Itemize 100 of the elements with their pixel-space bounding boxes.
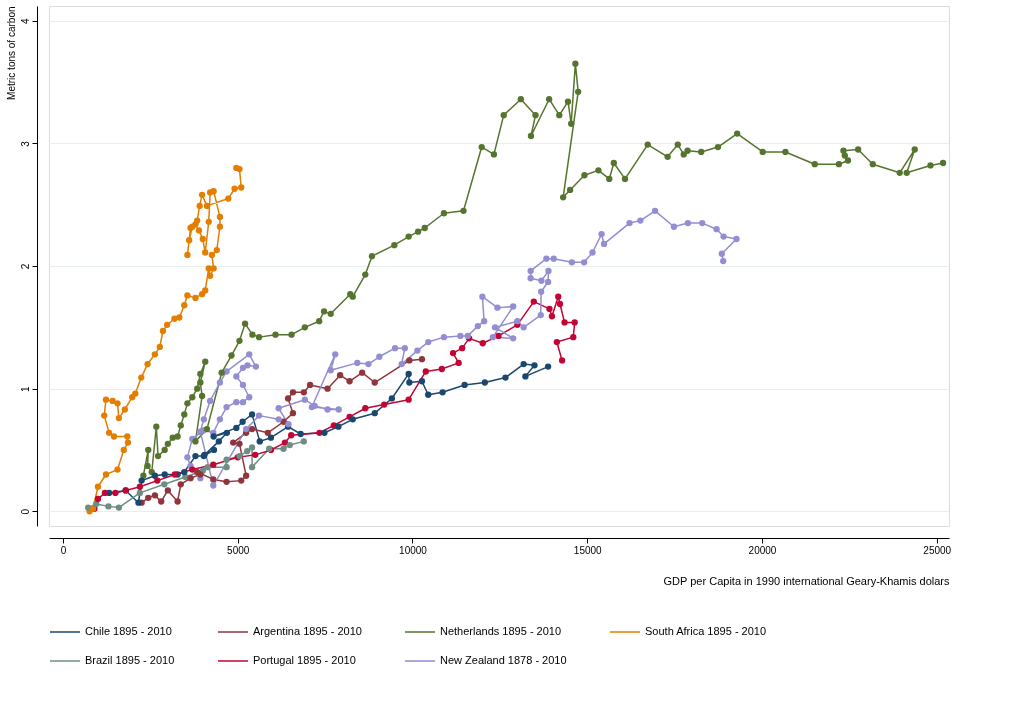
point [158, 498, 165, 505]
point [495, 332, 502, 340]
point [204, 463, 211, 471]
point [93, 500, 100, 508]
point [94, 495, 102, 503]
point [215, 438, 223, 445]
point [561, 319, 568, 326]
point [223, 478, 230, 485]
point [264, 429, 271, 436]
point [553, 338, 561, 346]
point [236, 440, 243, 447]
point [216, 223, 224, 230]
point [109, 397, 116, 405]
point [286, 441, 293, 449]
point [136, 489, 144, 497]
point [124, 433, 131, 440]
point [112, 489, 119, 497]
point [289, 389, 297, 396]
point [297, 430, 304, 438]
point [571, 319, 578, 326]
y-tick-label: 1 [19, 385, 31, 392]
point [210, 446, 218, 454]
point [105, 503, 112, 510]
point [132, 390, 139, 397]
point [233, 424, 240, 432]
point [306, 381, 314, 389]
point [371, 410, 378, 417]
point [151, 351, 159, 358]
point [195, 227, 203, 234]
point [199, 235, 206, 243]
point [138, 374, 145, 381]
point [156, 343, 163, 351]
point [94, 483, 102, 490]
point [418, 378, 426, 385]
point [181, 468, 188, 476]
point [531, 362, 538, 369]
point [210, 461, 217, 468]
point [124, 439, 132, 446]
point [101, 489, 109, 497]
point [223, 463, 230, 471]
point [289, 410, 297, 417]
legend-label: Portugal 1895 - 2010 [253, 654, 356, 666]
point [194, 217, 201, 224]
point [210, 476, 217, 483]
point [422, 368, 429, 375]
legend-label: Chile 1895 - 2010 [85, 625, 172, 637]
point [102, 471, 110, 478]
point [281, 439, 289, 446]
point [418, 356, 426, 363]
legend-label: New Zealand 1878 - 2010 [440, 654, 567, 666]
point [174, 498, 181, 505]
point [145, 494, 152, 501]
point [161, 481, 168, 488]
point [192, 294, 199, 302]
point [206, 272, 214, 279]
point [520, 360, 527, 368]
point [101, 412, 108, 419]
point [321, 429, 328, 436]
x-tick-label: 0 [60, 544, 67, 556]
point [115, 504, 123, 511]
point [110, 433, 118, 440]
point [449, 349, 457, 357]
y-tick-label: 0 [19, 508, 31, 515]
point [184, 251, 191, 259]
point [284, 395, 292, 402]
x-axis-title: GDP per Capita in 1990 international Geary-Khamis dolars [663, 574, 950, 587]
point [288, 432, 295, 439]
point [558, 357, 566, 364]
point [242, 472, 250, 479]
point [238, 184, 245, 191]
point [198, 191, 206, 199]
point [238, 477, 245, 484]
point [231, 185, 238, 192]
point [300, 438, 307, 445]
point [502, 374, 509, 381]
point [102, 396, 110, 403]
point [206, 189, 214, 196]
point [458, 345, 466, 352]
point [362, 405, 369, 412]
point [114, 466, 121, 473]
point [164, 487, 171, 494]
point [187, 475, 194, 482]
point [324, 385, 331, 392]
point [244, 448, 251, 455]
point [522, 373, 529, 380]
point [346, 378, 353, 385]
point [371, 379, 378, 386]
y-axis-title: Metric tons of carbon [5, 6, 17, 100]
point [248, 444, 256, 451]
point [252, 451, 259, 459]
point [546, 305, 553, 313]
legend-label: Argentina 1895 - 2010 [253, 625, 362, 637]
point [203, 202, 211, 210]
point [455, 359, 462, 367]
point [213, 246, 220, 254]
point [114, 400, 121, 407]
point [136, 483, 144, 490]
point [381, 401, 388, 408]
point [335, 423, 342, 430]
y-tick-label: 4 [19, 18, 31, 24]
